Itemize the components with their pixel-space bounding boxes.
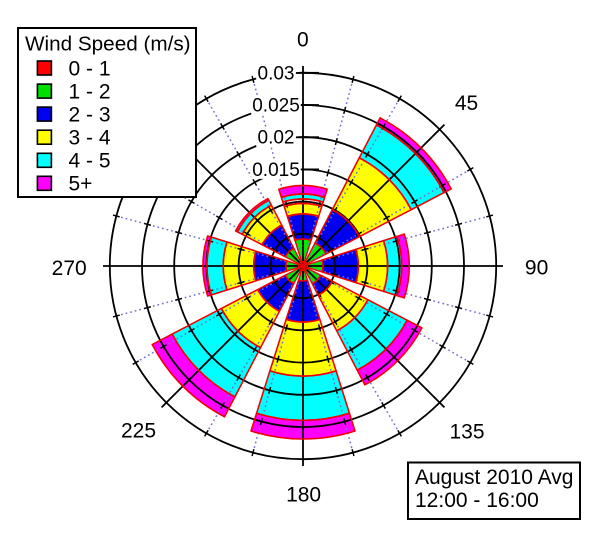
- svg-text:12:00 - 16:00: 12:00 - 16:00: [415, 489, 539, 512]
- svg-text:5+: 5+: [69, 173, 93, 196]
- svg-text:3 - 4: 3 - 4: [69, 127, 111, 150]
- svg-text:4 - 5: 4 - 5: [69, 150, 111, 173]
- svg-text:180: 180: [286, 484, 321, 507]
- svg-text:0: 0: [297, 29, 309, 52]
- svg-text:2 - 3: 2 - 3: [69, 103, 111, 126]
- svg-text:0.03: 0.03: [258, 63, 295, 84]
- svg-text:270: 270: [52, 257, 87, 280]
- svg-text:0.025: 0.025: [252, 96, 300, 117]
- svg-text:0 - 1: 0 - 1: [69, 57, 111, 80]
- svg-text:135: 135: [449, 421, 484, 444]
- svg-text:225: 225: [121, 420, 156, 443]
- svg-text:Wind Speed (m/s): Wind Speed (m/s): [25, 33, 191, 56]
- svg-text:1 - 2: 1 - 2: [69, 80, 111, 103]
- svg-text:0.015: 0.015: [252, 160, 300, 181]
- svg-text:90: 90: [525, 257, 548, 280]
- svg-text:0.02: 0.02: [258, 128, 295, 149]
- svg-text:August 2010 Avg: August 2010 Avg: [415, 466, 573, 489]
- svg-text:45: 45: [455, 92, 478, 115]
